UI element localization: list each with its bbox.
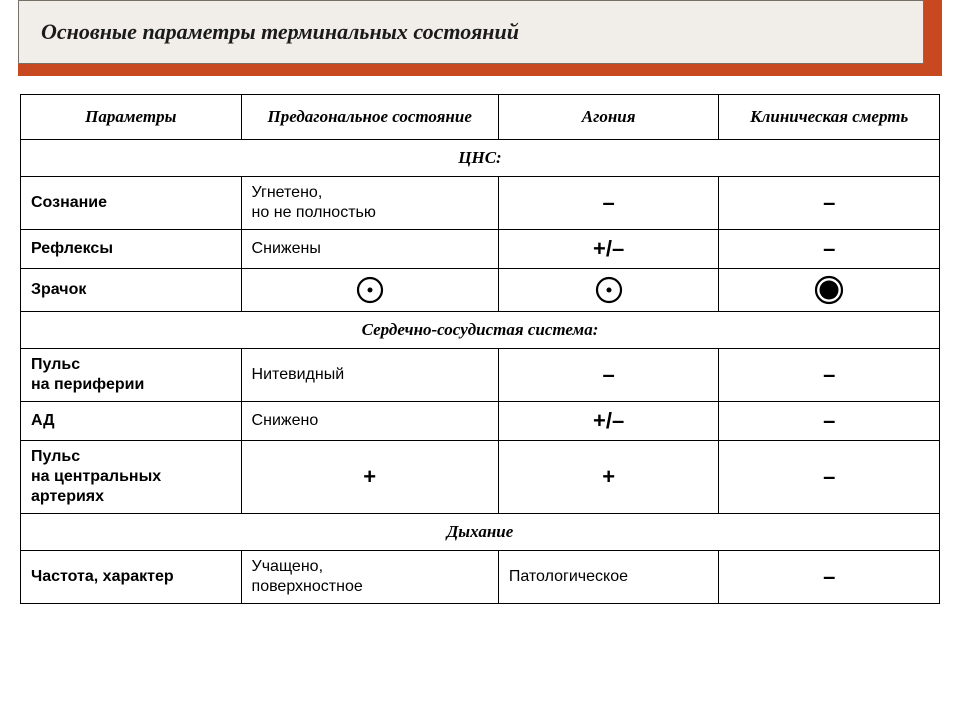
val-pulse-periph-agony: – — [498, 349, 719, 402]
val-reflexes-clinical: – — [719, 230, 940, 269]
param-pulse-central: Пульсна центральныхартериях — [21, 441, 242, 514]
col-header-parameters: Параметры — [21, 95, 242, 140]
val-bp-preagonal: Снижено — [241, 402, 498, 441]
val-bp-clinical: – — [719, 402, 940, 441]
section-row-cns: ЦНС: — [21, 140, 940, 177]
val-pulse-periph-clinical: – — [719, 349, 940, 402]
val-bp-agony: +/– — [498, 402, 719, 441]
table-row: Рефлексы Снижены +/– – — [21, 230, 940, 269]
val-pupil-clinical — [719, 269, 940, 312]
table-row: Зрачок — [21, 269, 940, 312]
title-card: Основные параметры терминальных состояни… — [18, 0, 924, 64]
table-header-row: Параметры Предагональное состояние Агони… — [21, 95, 940, 140]
val-consciousness-preagonal: Угнетено,но не полностью — [241, 177, 498, 230]
section-cns: ЦНС: — [21, 140, 940, 177]
table-row: Частота, характер Учащено,поверхностное … — [21, 551, 940, 604]
val-pulse-central-agony: + — [498, 441, 719, 514]
param-breathing: Частота, характер — [21, 551, 242, 604]
table-row: Пульсна периферии Нитевидный – – — [21, 349, 940, 402]
val-breathing-preagonal: Учащено,поверхностное — [241, 551, 498, 604]
terminal-states-table: Параметры Предагональное состояние Агони… — [20, 94, 940, 604]
param-bp: АД — [21, 402, 242, 441]
pupil-large-icon — [814, 275, 844, 305]
val-pupil-preagonal — [241, 269, 498, 312]
val-pulse-central-clinical: – — [719, 441, 940, 514]
param-consciousness: Сознание — [21, 177, 242, 230]
val-consciousness-clinical: – — [719, 177, 940, 230]
table-row: Пульсна центральныхартериях + + – — [21, 441, 940, 514]
val-reflexes-preagonal: Снижены — [241, 230, 498, 269]
col-header-preagonal: Предагональное состояние — [241, 95, 498, 140]
val-breathing-agony: Патологическое — [498, 551, 719, 604]
param-pupil: Зрачок — [21, 269, 242, 312]
val-pulse-central-preagonal: + — [241, 441, 498, 514]
pupil-small-icon — [356, 276, 384, 304]
section-cvs: Сердечно-сосудистая система: — [21, 312, 940, 349]
col-header-clinical: Клиническая смерть — [719, 95, 940, 140]
title-banner: Основные параметры терминальных состояни… — [18, 0, 942, 76]
param-pulse-periph: Пульсна периферии — [21, 349, 242, 402]
table-row: АД Снижено +/– – — [21, 402, 940, 441]
val-pupil-agony — [498, 269, 719, 312]
banner-spacer — [18, 64, 942, 76]
section-resp: Дыхание — [21, 514, 940, 551]
col-header-agony: Агония — [498, 95, 719, 140]
val-pulse-periph-preagonal: Нитевидный — [241, 349, 498, 402]
page-title: Основные параметры терминальных состояни… — [41, 19, 519, 44]
param-reflexes: Рефлексы — [21, 230, 242, 269]
section-row-resp: Дыхание — [21, 514, 940, 551]
val-reflexes-agony: +/– — [498, 230, 719, 269]
pupil-small-icon — [595, 276, 623, 304]
section-row-cvs: Сердечно-сосудистая система: — [21, 312, 940, 349]
val-consciousness-agony: – — [498, 177, 719, 230]
table-wrap: Параметры Предагональное состояние Агони… — [20, 94, 940, 604]
table-row: Сознание Угнетено,но не полностью – – — [21, 177, 940, 230]
val-breathing-clinical: – — [719, 551, 940, 604]
